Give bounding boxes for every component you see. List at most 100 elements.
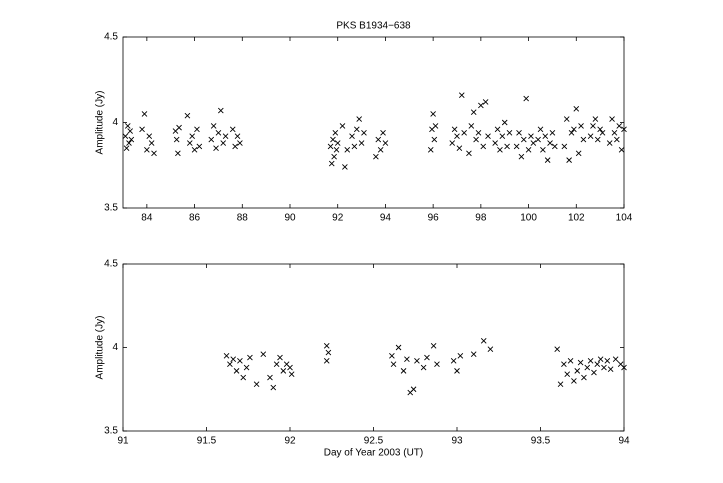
point bbox=[594, 136, 601, 143]
point bbox=[561, 143, 568, 150]
point bbox=[382, 140, 389, 146]
point bbox=[234, 133, 241, 139]
point bbox=[494, 126, 501, 133]
point bbox=[492, 140, 498, 146]
point bbox=[485, 133, 491, 139]
y-tick-label: 3.5 bbox=[104, 203, 118, 214]
point bbox=[332, 129, 339, 136]
point bbox=[323, 358, 330, 364]
point bbox=[499, 133, 506, 139]
point bbox=[400, 368, 407, 374]
x-tick-label: 92 bbox=[332, 213, 344, 224]
point bbox=[609, 116, 615, 122]
point bbox=[618, 147, 625, 153]
point bbox=[414, 358, 420, 364]
point bbox=[540, 147, 546, 153]
point bbox=[525, 147, 532, 153]
point bbox=[191, 147, 198, 153]
point bbox=[457, 353, 464, 359]
point bbox=[554, 346, 561, 352]
point bbox=[535, 136, 541, 143]
point bbox=[358, 140, 365, 146]
point bbox=[189, 133, 196, 139]
point bbox=[468, 123, 475, 129]
point bbox=[501, 119, 508, 126]
point bbox=[223, 353, 230, 359]
point bbox=[587, 358, 594, 364]
point bbox=[227, 361, 233, 368]
y-tick-label: 4.5 bbox=[104, 259, 118, 270]
point bbox=[213, 145, 219, 151]
point bbox=[356, 116, 363, 122]
point bbox=[542, 133, 549, 139]
point bbox=[461, 129, 467, 136]
point bbox=[504, 143, 510, 150]
point bbox=[432, 123, 439, 129]
point bbox=[339, 123, 346, 129]
point bbox=[566, 157, 572, 163]
x-tick-label: 86 bbox=[189, 213, 201, 224]
point bbox=[395, 344, 402, 351]
point bbox=[599, 129, 606, 136]
point bbox=[568, 129, 575, 136]
point bbox=[222, 133, 229, 139]
point bbox=[361, 129, 367, 136]
point bbox=[333, 147, 340, 153]
point bbox=[175, 150, 181, 157]
x-tick-label: 102 bbox=[568, 213, 585, 224]
point bbox=[458, 92, 465, 98]
point bbox=[427, 147, 434, 153]
point bbox=[590, 123, 596, 129]
point bbox=[325, 349, 332, 356]
point bbox=[424, 354, 430, 361]
x-tick-label: 90 bbox=[284, 213, 296, 224]
point bbox=[184, 112, 191, 119]
point bbox=[328, 160, 335, 167]
y-axis-label: Amplitude (Jy) bbox=[95, 91, 106, 155]
y-axis-label: Amplitude (Jy) bbox=[95, 316, 106, 380]
point bbox=[373, 153, 379, 160]
point bbox=[220, 140, 227, 146]
point bbox=[513, 143, 520, 150]
point bbox=[434, 361, 440, 368]
point bbox=[230, 356, 237, 363]
point bbox=[331, 153, 337, 160]
point bbox=[270, 384, 277, 391]
point bbox=[478, 102, 484, 109]
point bbox=[604, 358, 611, 364]
point bbox=[601, 364, 607, 371]
point bbox=[497, 147, 503, 153]
point bbox=[144, 147, 150, 153]
point bbox=[528, 133, 534, 139]
point bbox=[547, 140, 553, 146]
point bbox=[482, 99, 489, 105]
point bbox=[141, 111, 148, 117]
point bbox=[574, 368, 581, 374]
point bbox=[430, 111, 436, 117]
x-tick-label: 91.5 bbox=[197, 436, 217, 447]
point bbox=[575, 150, 582, 157]
point bbox=[612, 356, 619, 363]
point bbox=[375, 136, 382, 143]
point bbox=[587, 133, 594, 139]
point bbox=[240, 374, 247, 381]
point bbox=[247, 354, 253, 361]
point bbox=[260, 351, 267, 357]
point bbox=[573, 106, 580, 112]
point bbox=[124, 123, 131, 129]
x-tick-label: 93.5 bbox=[531, 436, 551, 447]
point bbox=[544, 157, 551, 163]
point bbox=[549, 129, 556, 136]
point bbox=[577, 359, 584, 366]
point bbox=[208, 136, 215, 143]
point bbox=[210, 123, 217, 129]
point bbox=[516, 129, 522, 136]
point bbox=[563, 116, 570, 122]
point bbox=[389, 353, 395, 359]
point bbox=[449, 140, 456, 146]
point bbox=[280, 368, 287, 374]
point bbox=[277, 354, 283, 361]
point bbox=[475, 129, 482, 136]
x-tick-label: 88 bbox=[237, 213, 249, 224]
